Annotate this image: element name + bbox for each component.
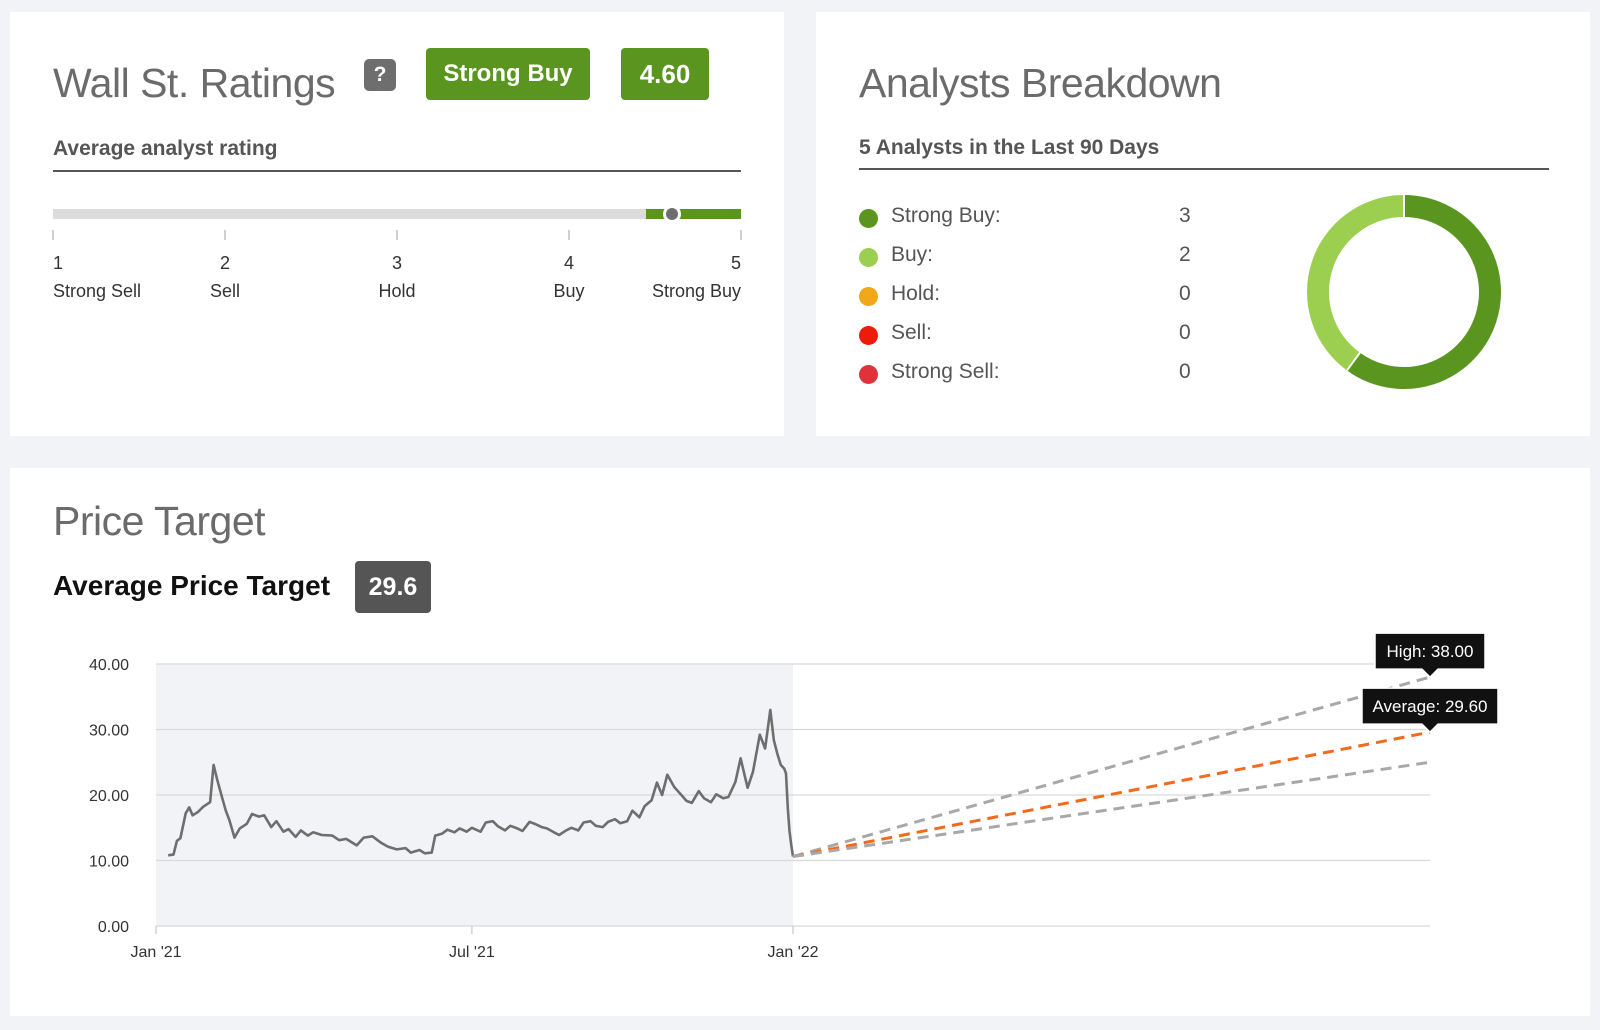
legend-dot-icon: [859, 248, 878, 267]
scale-number: 3: [391, 253, 403, 273]
x-tick-label: Jan '21: [130, 944, 181, 961]
legend-item: Strong Sell: 0: [859, 360, 1191, 390]
divider: [53, 170, 741, 172]
analysts-count-label: 5 Analysts in the Last 90 Days: [859, 136, 1160, 159]
legend-label: Buy:: [891, 243, 934, 266]
legend-count: 0: [1179, 282, 1191, 305]
x-tick-label: Jan '22: [767, 944, 818, 961]
scale-label: Hold: [378, 281, 416, 301]
rating-marker: [663, 205, 682, 223]
tooltip-box: [1361, 687, 1499, 734]
tooltip-text: High: 38.00: [1387, 642, 1474, 661]
analysts-breakdown-card: Analysts Breakdown 5 Analysts in the Las…: [816, 12, 1590, 436]
breakdown-donut-chart: [1307, 193, 1501, 389]
scale-number: 1: [53, 253, 64, 273]
rating-track-fill: [646, 209, 741, 219]
legend-label: Hold:: [891, 282, 941, 305]
consensus-badge: Strong Buy: [426, 48, 590, 100]
legend-count: 0: [1179, 360, 1191, 383]
price-history-line: [168, 708, 795, 857]
y-tick-label: 30.00: [89, 723, 129, 740]
scale-label: Strong Buy: [651, 281, 741, 301]
average-target-line: [792, 730, 1431, 859]
scale-tick: [52, 230, 54, 240]
legend-label: Sell:: [891, 321, 932, 344]
legend-item: Sell: 0: [859, 321, 1191, 351]
scale-label: Buy: [553, 281, 585, 301]
legend-count: 3: [1179, 204, 1191, 227]
scale-number: 5: [730, 253, 741, 273]
help-icon[interactable]: ?: [364, 59, 396, 91]
scale-tick: [396, 230, 398, 240]
y-tick-label: 40.00: [89, 657, 129, 674]
legend-dot-icon: [859, 326, 878, 345]
scale-tick: [740, 230, 742, 240]
tooltip-text: Average: 29.60: [1373, 697, 1488, 716]
divider: [859, 168, 1549, 170]
tooltip-box: [1374, 632, 1486, 679]
legend-label: Strong Sell:: [891, 360, 1000, 383]
rating-track: [53, 205, 741, 223]
x-tick-label: Jul '21: [449, 944, 495, 961]
scale-number: 4: [563, 253, 575, 273]
scale-tick: [224, 230, 226, 240]
donut-slice: [1307, 195, 1405, 371]
price-target-card: 0.00 10.00 20.00 30.00 40.00 Jan '21 Jul '21 Ja…: [10, 468, 1590, 1016]
legend-item: Hold: 0: [859, 282, 1191, 312]
low-target-line: [792, 760, 1431, 859]
legend-item: Buy: 2: [859, 243, 1191, 273]
y-tick-label: 20.00: [89, 788, 129, 805]
slice-separator: [1345, 350, 1362, 373]
donut-slice: [1347, 195, 1501, 389]
legend-count: 0: [1179, 321, 1191, 344]
average-price-target-label: Average Price Target: [53, 570, 331, 601]
price-target-chart: 0.00 10.00 20.00 30.00 40.00 Jan '21 Jul '21 Ja…: [89, 632, 1499, 961]
scale-number: 2: [219, 253, 231, 273]
average-price-target-badge: 29.6: [355, 561, 431, 613]
price-target-title: Price Target: [53, 498, 266, 544]
scale-label: Sell: [209, 281, 241, 301]
legend-dot-icon: [859, 365, 878, 384]
scale-tick: [568, 230, 570, 240]
legend-dot-icon: [859, 209, 878, 228]
consensus-score-badge: 4.60: [621, 48, 709, 100]
average-tooltip: Average: 29.60: [1361, 687, 1499, 734]
high-target-line: [792, 675, 1431, 859]
y-tick-label: 0.00: [98, 919, 129, 936]
high-tooltip: High: 38.00: [1374, 632, 1486, 679]
legend-label: Strong Buy:: [891, 204, 1001, 227]
legend-count: 2: [1179, 243, 1191, 266]
ratings-title: Wall St. Ratings: [53, 60, 336, 106]
average-rating-label: Average analyst rating: [53, 137, 278, 160]
legend-item: Strong Buy: 3: [859, 204, 1191, 234]
breakdown-title: Analysts Breakdown: [859, 60, 1222, 106]
wall-st-ratings-card: Wall St. Ratings ? Strong Buy 4.60 Avera…: [10, 12, 784, 436]
legend-dot-icon: [859, 287, 878, 306]
scale-label: Strong Sell: [53, 281, 142, 301]
y-tick-label: 10.00: [89, 854, 129, 871]
